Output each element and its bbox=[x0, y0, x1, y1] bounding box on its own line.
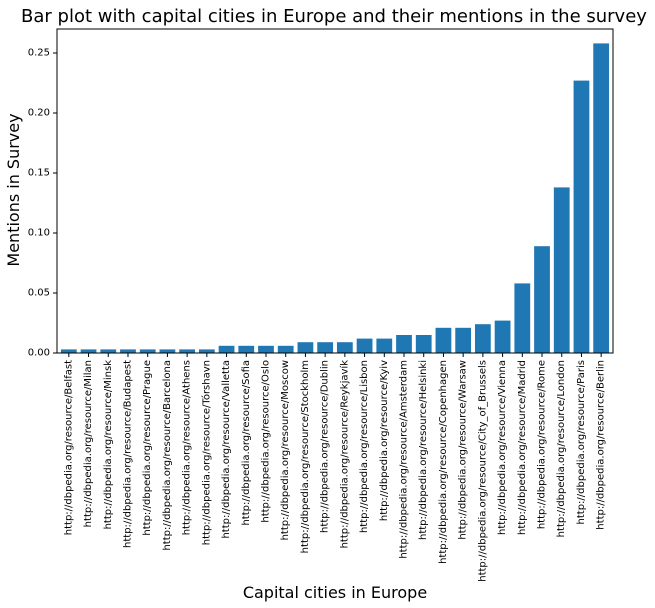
bar bbox=[317, 342, 334, 353]
x-tick-label: http://dbpedia.org/resource/Moscow bbox=[280, 360, 291, 540]
x-tick-label: http://dbpedia.org/resource/Vienna bbox=[497, 360, 508, 535]
x-tick-label: http://dbpedia.org/resource/Rome bbox=[537, 360, 548, 529]
x-tick-label: http://dbpedia.org/resource/Tórshavn bbox=[200, 360, 212, 545]
x-tick-label: http://dbpedia.org/resource/Milan bbox=[83, 360, 94, 527]
x-tick-label: http://dbpedia.org/resource/Kyiv bbox=[379, 360, 390, 521]
bar bbox=[139, 349, 156, 353]
bar bbox=[277, 345, 294, 353]
bar bbox=[238, 345, 255, 353]
bar bbox=[593, 43, 610, 354]
bar bbox=[494, 320, 511, 353]
y-tick-label: 0.15 bbox=[28, 168, 50, 179]
bar bbox=[455, 327, 472, 353]
x-axis: http://dbpedia.org/resource/Belfast http:… bbox=[63, 353, 607, 582]
x-tick-label: http://dbpedia.org/resource/Berlin bbox=[596, 360, 607, 530]
bar bbox=[356, 338, 373, 353]
y-axis-label: Mentions in Survey bbox=[4, 113, 23, 266]
bar bbox=[159, 349, 176, 353]
x-tick-label: http://dbpedia.org/resource/Barcelona bbox=[162, 360, 173, 551]
bar bbox=[474, 324, 491, 353]
x-tick-label: http://dbpedia.org/resource/Prague bbox=[142, 360, 153, 536]
bar bbox=[396, 335, 412, 353]
bar bbox=[297, 342, 314, 353]
x-tick-label: http://dbpedia.org/resource/Oslo bbox=[260, 360, 271, 523]
x-tick-label: http://dbpedia.org/resource/Valletta bbox=[221, 360, 232, 539]
bar bbox=[415, 335, 432, 353]
x-tick-label: http://dbpedia.org/resource/Budapest bbox=[122, 360, 133, 548]
y-tick-label: 0.10 bbox=[28, 228, 50, 239]
bar bbox=[258, 345, 274, 353]
chart-title: Bar plot with capital cities in Europe a… bbox=[21, 6, 647, 27]
x-tick-label: http://dbpedia.org/resource/Copenhagen bbox=[438, 360, 449, 564]
x-tick-label: http://dbpedia.org/resource/Athens bbox=[182, 360, 193, 535]
x-tick-label: http://dbpedia.org/resource/London bbox=[556, 360, 567, 537]
bar bbox=[120, 349, 136, 353]
bar bbox=[553, 187, 570, 353]
bar bbox=[198, 349, 215, 353]
y-tick-label: 0.25 bbox=[28, 48, 50, 59]
bars-layer bbox=[60, 43, 610, 354]
x-tick-label: http://dbpedia.org/resource/Dublin bbox=[320, 360, 331, 533]
y-tick-label: 0.20 bbox=[28, 108, 50, 119]
bar bbox=[80, 349, 97, 353]
x-tick-label: http://dbpedia.org/resource/Minsk bbox=[103, 360, 114, 530]
x-tick-label: http://dbpedia.org/resource/Reykjavík bbox=[338, 360, 350, 549]
bar bbox=[60, 349, 77, 353]
bar bbox=[514, 283, 531, 353]
x-tick-label: http://dbpedia.org/resource/Warsaw bbox=[458, 360, 469, 540]
x-tick-label: http://dbpedia.org/resource/City_of_Brus… bbox=[477, 360, 488, 582]
bar bbox=[376, 338, 393, 353]
bar bbox=[534, 246, 550, 353]
x-tick-label: http://dbpedia.org/resource/Sofia bbox=[241, 360, 252, 526]
bar bbox=[573, 80, 590, 353]
x-tick-label: http://dbpedia.org/resource/Madrid bbox=[517, 360, 528, 535]
x-tick-label: http://dbpedia.org/resource/Belfast bbox=[63, 360, 74, 535]
x-tick-label: http://dbpedia.org/resource/Amsterdam bbox=[399, 360, 410, 559]
bar bbox=[218, 345, 235, 353]
x-tick-label: http://dbpedia.org/resource/Lisbon bbox=[359, 360, 370, 533]
bar bbox=[179, 349, 196, 353]
bar bbox=[336, 342, 353, 353]
plot-frame bbox=[56, 28, 614, 354]
x-tick-label: http://dbpedia.org/resource/Helsinki bbox=[418, 360, 429, 540]
x-tick-label: http://dbpedia.org/resource/Paris bbox=[576, 360, 587, 524]
y-axis: 0.00 0.05 0.10 0.15 0.20 0.25 bbox=[28, 48, 57, 359]
y-tick-label: 0.00 bbox=[28, 348, 50, 359]
x-tick-label: http://dbpedia.org/resource/Stockholm bbox=[300, 360, 311, 553]
bar bbox=[435, 327, 452, 353]
y-tick-label: 0.05 bbox=[28, 288, 50, 299]
x-axis-label: Capital cities in Europe bbox=[243, 583, 427, 602]
bar bbox=[100, 349, 117, 353]
